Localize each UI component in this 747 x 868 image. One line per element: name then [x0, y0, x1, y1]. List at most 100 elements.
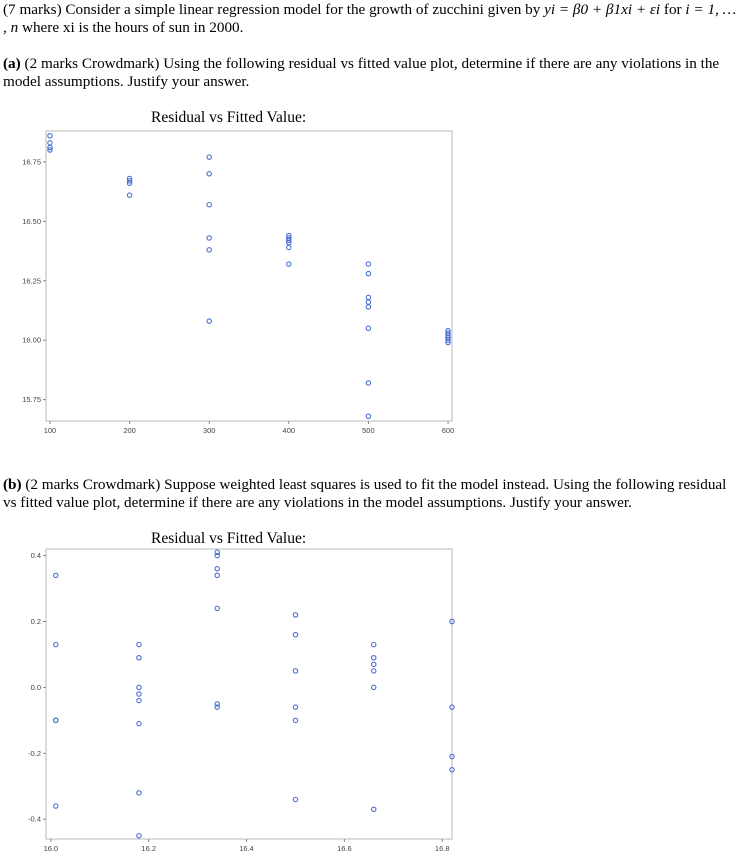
chart-b-point [53, 641, 59, 648]
chart-b-ytick-label: -0.2 [28, 749, 41, 758]
chart-a-xtick-label: 500 [362, 426, 375, 435]
chart-a-point [126, 192, 133, 198]
chart-a-point [126, 180, 133, 187]
for-word: for [663, 1, 682, 18]
chart-b-ytick-label: -0.4 [28, 815, 41, 824]
chart-a-point [445, 339, 451, 346]
part-a-label: (a) [3, 55, 21, 72]
part-b-body: (2 marks Crowdmark) Suppose weighted lea… [3, 476, 727, 511]
chart-b-xtick-label: 16.6 [337, 844, 352, 853]
chart-b-point [370, 641, 377, 648]
chart-a-ytick-label: 16.00 [22, 336, 41, 345]
question-header: (7 marks) Consider a simple linear regre… [3, 1, 740, 37]
chart-a-point [286, 237, 292, 244]
chart-a-title: Residual vs Fitted Value: [151, 109, 307, 126]
chart-b-ytick-label: 0.2 [31, 617, 41, 626]
chart-a-point [365, 325, 372, 332]
chart-b-ytick-label: 0.4 [31, 551, 41, 560]
chart-a-point [206, 154, 212, 160]
chart-b-point [53, 717, 59, 724]
chart-a-ytick-label: 15.75 [22, 395, 41, 404]
chart-a-point [206, 247, 212, 253]
chart-a-point [365, 380, 372, 386]
chart-b-point [136, 697, 142, 704]
chart-b-point [136, 654, 142, 661]
chart-b-point [214, 552, 220, 559]
index-range: i = 1, … , n [3, 1, 737, 36]
chart-a-point [47, 144, 53, 151]
chart-b-ytick-label: 0.0 [31, 683, 41, 692]
chart-a-point [365, 261, 372, 267]
chart-a-xtick-label: 600 [442, 426, 455, 435]
chart-b-point [292, 631, 299, 638]
model-equation: yi = β0 + β1xi + εi [544, 1, 661, 18]
chart-b-point [214, 605, 220, 612]
chart-b-frame [45, 548, 453, 840]
chart-b-point [449, 767, 455, 773]
chart-a-point [365, 299, 372, 305]
chart-b-point [292, 796, 299, 803]
chart-a-ytick-label: 16.75 [22, 157, 41, 166]
chart-a-point [206, 201, 212, 208]
chart-b-point [370, 654, 377, 661]
chart-a-point [286, 261, 292, 267]
chart-b-title: Residual vs Fitted Value: [151, 530, 307, 547]
chart-b-point [136, 684, 142, 691]
chart-b-point [214, 701, 220, 707]
chart-b-point [136, 790, 142, 796]
chart-b-point [136, 641, 142, 648]
chart-b-xtick-label: 16.8 [435, 844, 450, 853]
question-intro: Consider a simple linear regression mode… [65, 1, 541, 18]
chart-b-point [449, 753, 455, 760]
chart-a-xtick-label: 200 [123, 426, 136, 435]
chart-b-point [214, 549, 220, 556]
chart-b-point [136, 691, 142, 697]
chart-a-point [206, 235, 212, 241]
chart-a-point [47, 147, 53, 153]
part-a-text: (a) (2 marks Crowdmark) Using the follow… [3, 55, 740, 91]
chart-a-xtick-label: 300 [203, 426, 216, 435]
chart-a-point [286, 244, 292, 251]
chart-a-frame [45, 130, 453, 422]
chart-b-xtick-label: 16.4 [239, 844, 254, 853]
chart-b-xtick-label: 16.0 [44, 844, 59, 853]
chart-b-point [292, 717, 299, 724]
chart-b-point [136, 832, 142, 839]
chart-b-point [370, 668, 377, 674]
chart-a-point [365, 304, 372, 310]
question-marks: (7 marks) [3, 1, 62, 18]
chart-b-point [214, 572, 220, 579]
chart-a-ytick-label: 16.50 [22, 217, 41, 226]
part-a-body: (2 marks Crowdmark) Using the following … [3, 55, 720, 90]
chart-a-point [206, 318, 212, 324]
chart-b-point [53, 572, 59, 579]
chart-b-point [370, 684, 377, 691]
chart-b-point [292, 704, 299, 710]
chart-a-point [365, 413, 372, 419]
chart-a-point [126, 178, 133, 184]
chart-a-point [365, 294, 372, 301]
chart-b-point [292, 612, 299, 618]
chart-a-ytick-label: 16.25 [22, 276, 41, 285]
chart-b-point [214, 566, 220, 572]
chart-a-xtick-label: 100 [44, 426, 57, 435]
chart-b-point [292, 668, 299, 674]
x-description: where xi is the hours of sun in 2000. [21, 19, 244, 36]
chart-b-point [449, 704, 455, 710]
part-b-text: (b) (2 marks Crowdmark) Suppose weighted… [3, 476, 740, 512]
chart-b-point [370, 806, 377, 813]
chart-b-point [370, 661, 377, 668]
chart-b-point [214, 704, 220, 710]
chart-a-point [47, 140, 53, 146]
chart-a-point [365, 270, 372, 277]
chart-a-point [206, 171, 212, 177]
chart-b-point [136, 720, 142, 727]
chart-a-xtick-label: 400 [283, 426, 296, 435]
chart-b-point [53, 803, 59, 809]
chart-b-point [449, 618, 455, 625]
part-b-label: (b) [3, 476, 22, 493]
chart-b-xtick-label: 16.2 [141, 844, 156, 853]
chart-a-point [47, 133, 53, 139]
chart-a-point [445, 337, 451, 343]
